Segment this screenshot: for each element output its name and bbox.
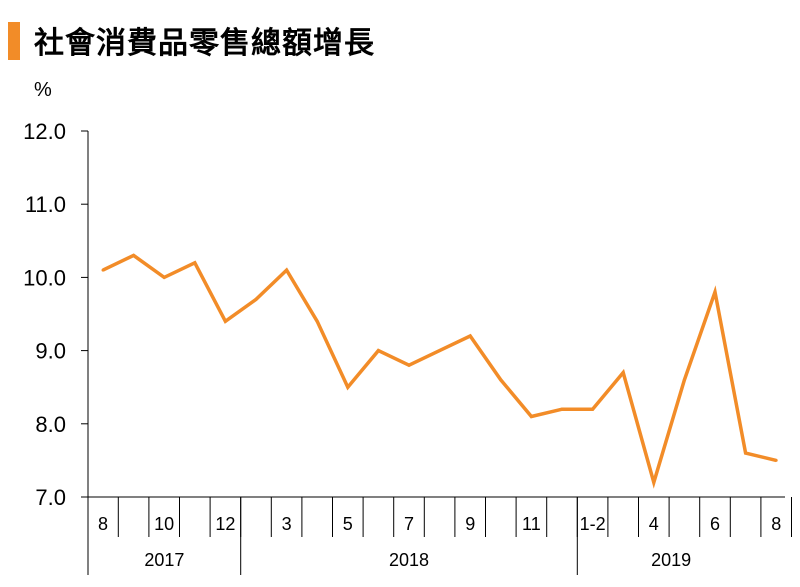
x-tick-label: 11 [522, 514, 541, 534]
x-tick-label: 6 [710, 514, 720, 534]
year-label: 2018 [389, 550, 429, 570]
data-point [499, 378, 503, 382]
data-point [101, 268, 105, 272]
y-tick-label: 12.0 [23, 119, 66, 144]
series-line [102, 253, 777, 489]
data-point [346, 385, 350, 389]
chart-title: 社會消費品零售總額增長 [34, 26, 375, 61]
y-axis-unit: % [34, 79, 52, 101]
x-tick-label: 3 [282, 514, 292, 534]
x-tick-label: 1-2 [580, 514, 606, 534]
x-tick-label: 12 [215, 514, 235, 534]
x-tick-label: 8 [771, 514, 781, 534]
y-tick-label: 9.0 [35, 339, 66, 364]
axes [87, 131, 785, 498]
year-label: 2017 [144, 550, 184, 570]
y-ticks: 12.0 11.0 10.0 9.0 8.0 7.0 [23, 119, 88, 510]
x-tick-label: 9 [465, 514, 475, 534]
year-label: 2019 [651, 550, 691, 570]
x-tick-label: 8 [98, 514, 108, 534]
data-point [376, 349, 380, 353]
data-point [254, 297, 258, 301]
y-tick-label: 11.0 [25, 192, 66, 217]
y-tick-label: 10.0 [23, 265, 66, 290]
data-point [713, 290, 717, 294]
data-point [744, 451, 748, 455]
data-point [560, 407, 564, 411]
data-point [682, 378, 686, 382]
data-point [285, 268, 289, 272]
data-point [438, 349, 442, 353]
y-tick-label: 7.0 [35, 485, 66, 510]
x-tick-label: 4 [649, 514, 659, 534]
data-point [468, 334, 472, 338]
data-point [591, 407, 595, 411]
data-point [621, 371, 625, 375]
data-point [407, 363, 411, 367]
data-point [774, 458, 778, 462]
data-point [315, 319, 319, 323]
data-point [162, 275, 166, 279]
x-tick-label: 7 [404, 514, 414, 534]
series-group [101, 253, 778, 489]
data-point [223, 319, 227, 323]
x-ticks: 8 10 12 3 5 7 9 11 1-2 4 6 8 [98, 497, 792, 537]
x-tick-label: 10 [154, 514, 174, 534]
year-labels: 2017 2018 2019 [87, 497, 691, 575]
y-tick-label: 8.0 [35, 412, 66, 437]
data-point [132, 253, 136, 257]
data-point [193, 261, 197, 265]
x-tick-label: 5 [343, 514, 353, 534]
title-accent-bar [8, 22, 20, 60]
data-point [652, 480, 656, 484]
data-point [529, 414, 533, 418]
